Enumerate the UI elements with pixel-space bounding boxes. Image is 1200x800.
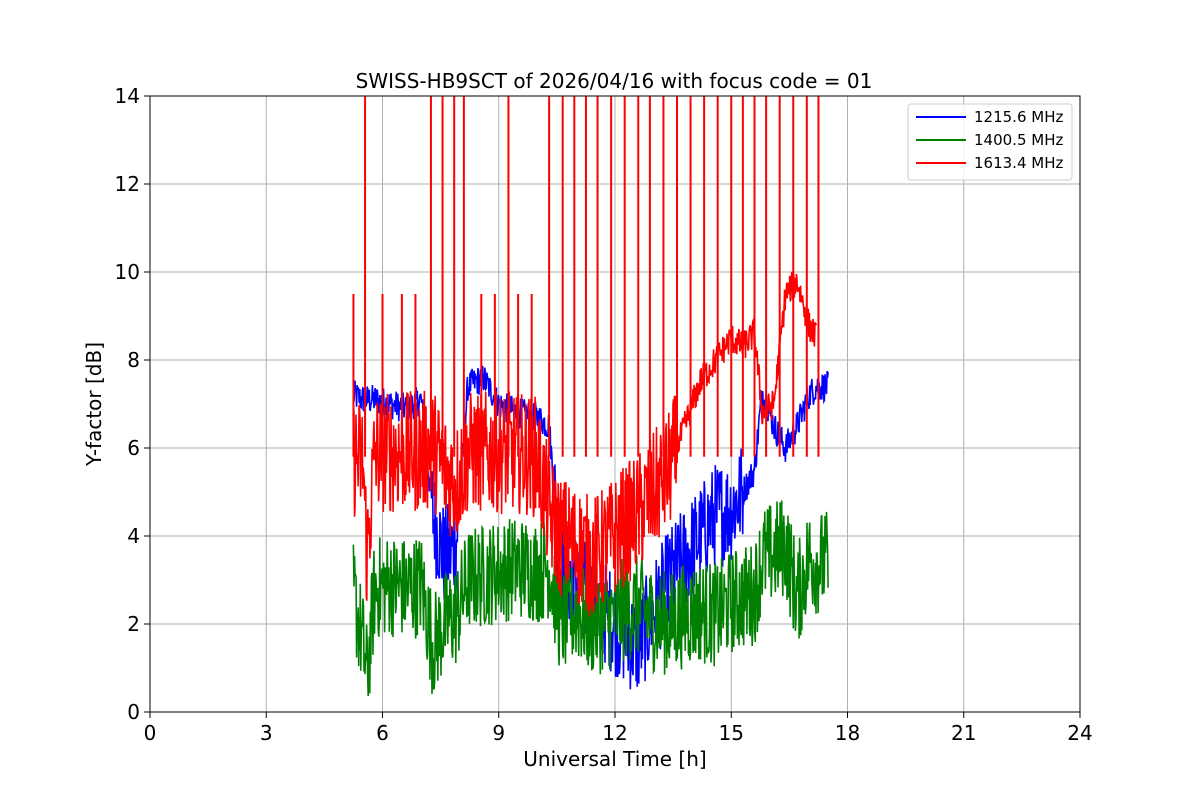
y-axis-ticks: 0 2 4 6 8 10 12 14 [115, 84, 150, 724]
y-tick-label: 2 [127, 612, 140, 636]
y-tick-label: 8 [127, 348, 140, 372]
plot-area-series [352, 96, 829, 697]
x-tick-label: 6 [376, 721, 389, 745]
x-tick-label: 15 [719, 721, 744, 745]
x-axis-label: Universal Time [h] [523, 747, 706, 771]
series-line-3 [352, 270, 818, 617]
x-tick-label: 21 [951, 721, 976, 745]
y-tick-label: 14 [115, 84, 140, 108]
x-axis-ticks: 0 3 6 9 12 15 18 21 24 [144, 712, 1093, 745]
legend-label: 1400.5 MHz [974, 131, 1063, 149]
x-tick-label: 9 [492, 721, 505, 745]
legend: 1215.6 MHz 1400.5 MHz 1613.4 MHz [907, 103, 1073, 181]
legend-label: 1613.4 MHz [974, 154, 1063, 172]
legend-box [907, 103, 1073, 181]
chart-title: SWISS-HB9SCT of 2026/04/16 with focus co… [356, 69, 873, 93]
y-tick-label: 0 [127, 700, 140, 724]
x-tick-label: 12 [602, 721, 627, 745]
legend-label: 1215.6 MHz [974, 108, 1063, 126]
y-tick-label: 4 [127, 524, 140, 548]
x-tick-label: 0 [144, 721, 157, 745]
y-tick-label: 6 [127, 436, 140, 460]
y-tick-label: 12 [115, 172, 140, 196]
y-axis-label: Y-factor [dB] [82, 342, 106, 467]
x-tick-label: 18 [835, 721, 860, 745]
y-tick-label: 10 [115, 260, 140, 284]
x-tick-label: 24 [1067, 721, 1092, 745]
x-tick-label: 3 [260, 721, 273, 745]
series-group [352, 96, 829, 697]
